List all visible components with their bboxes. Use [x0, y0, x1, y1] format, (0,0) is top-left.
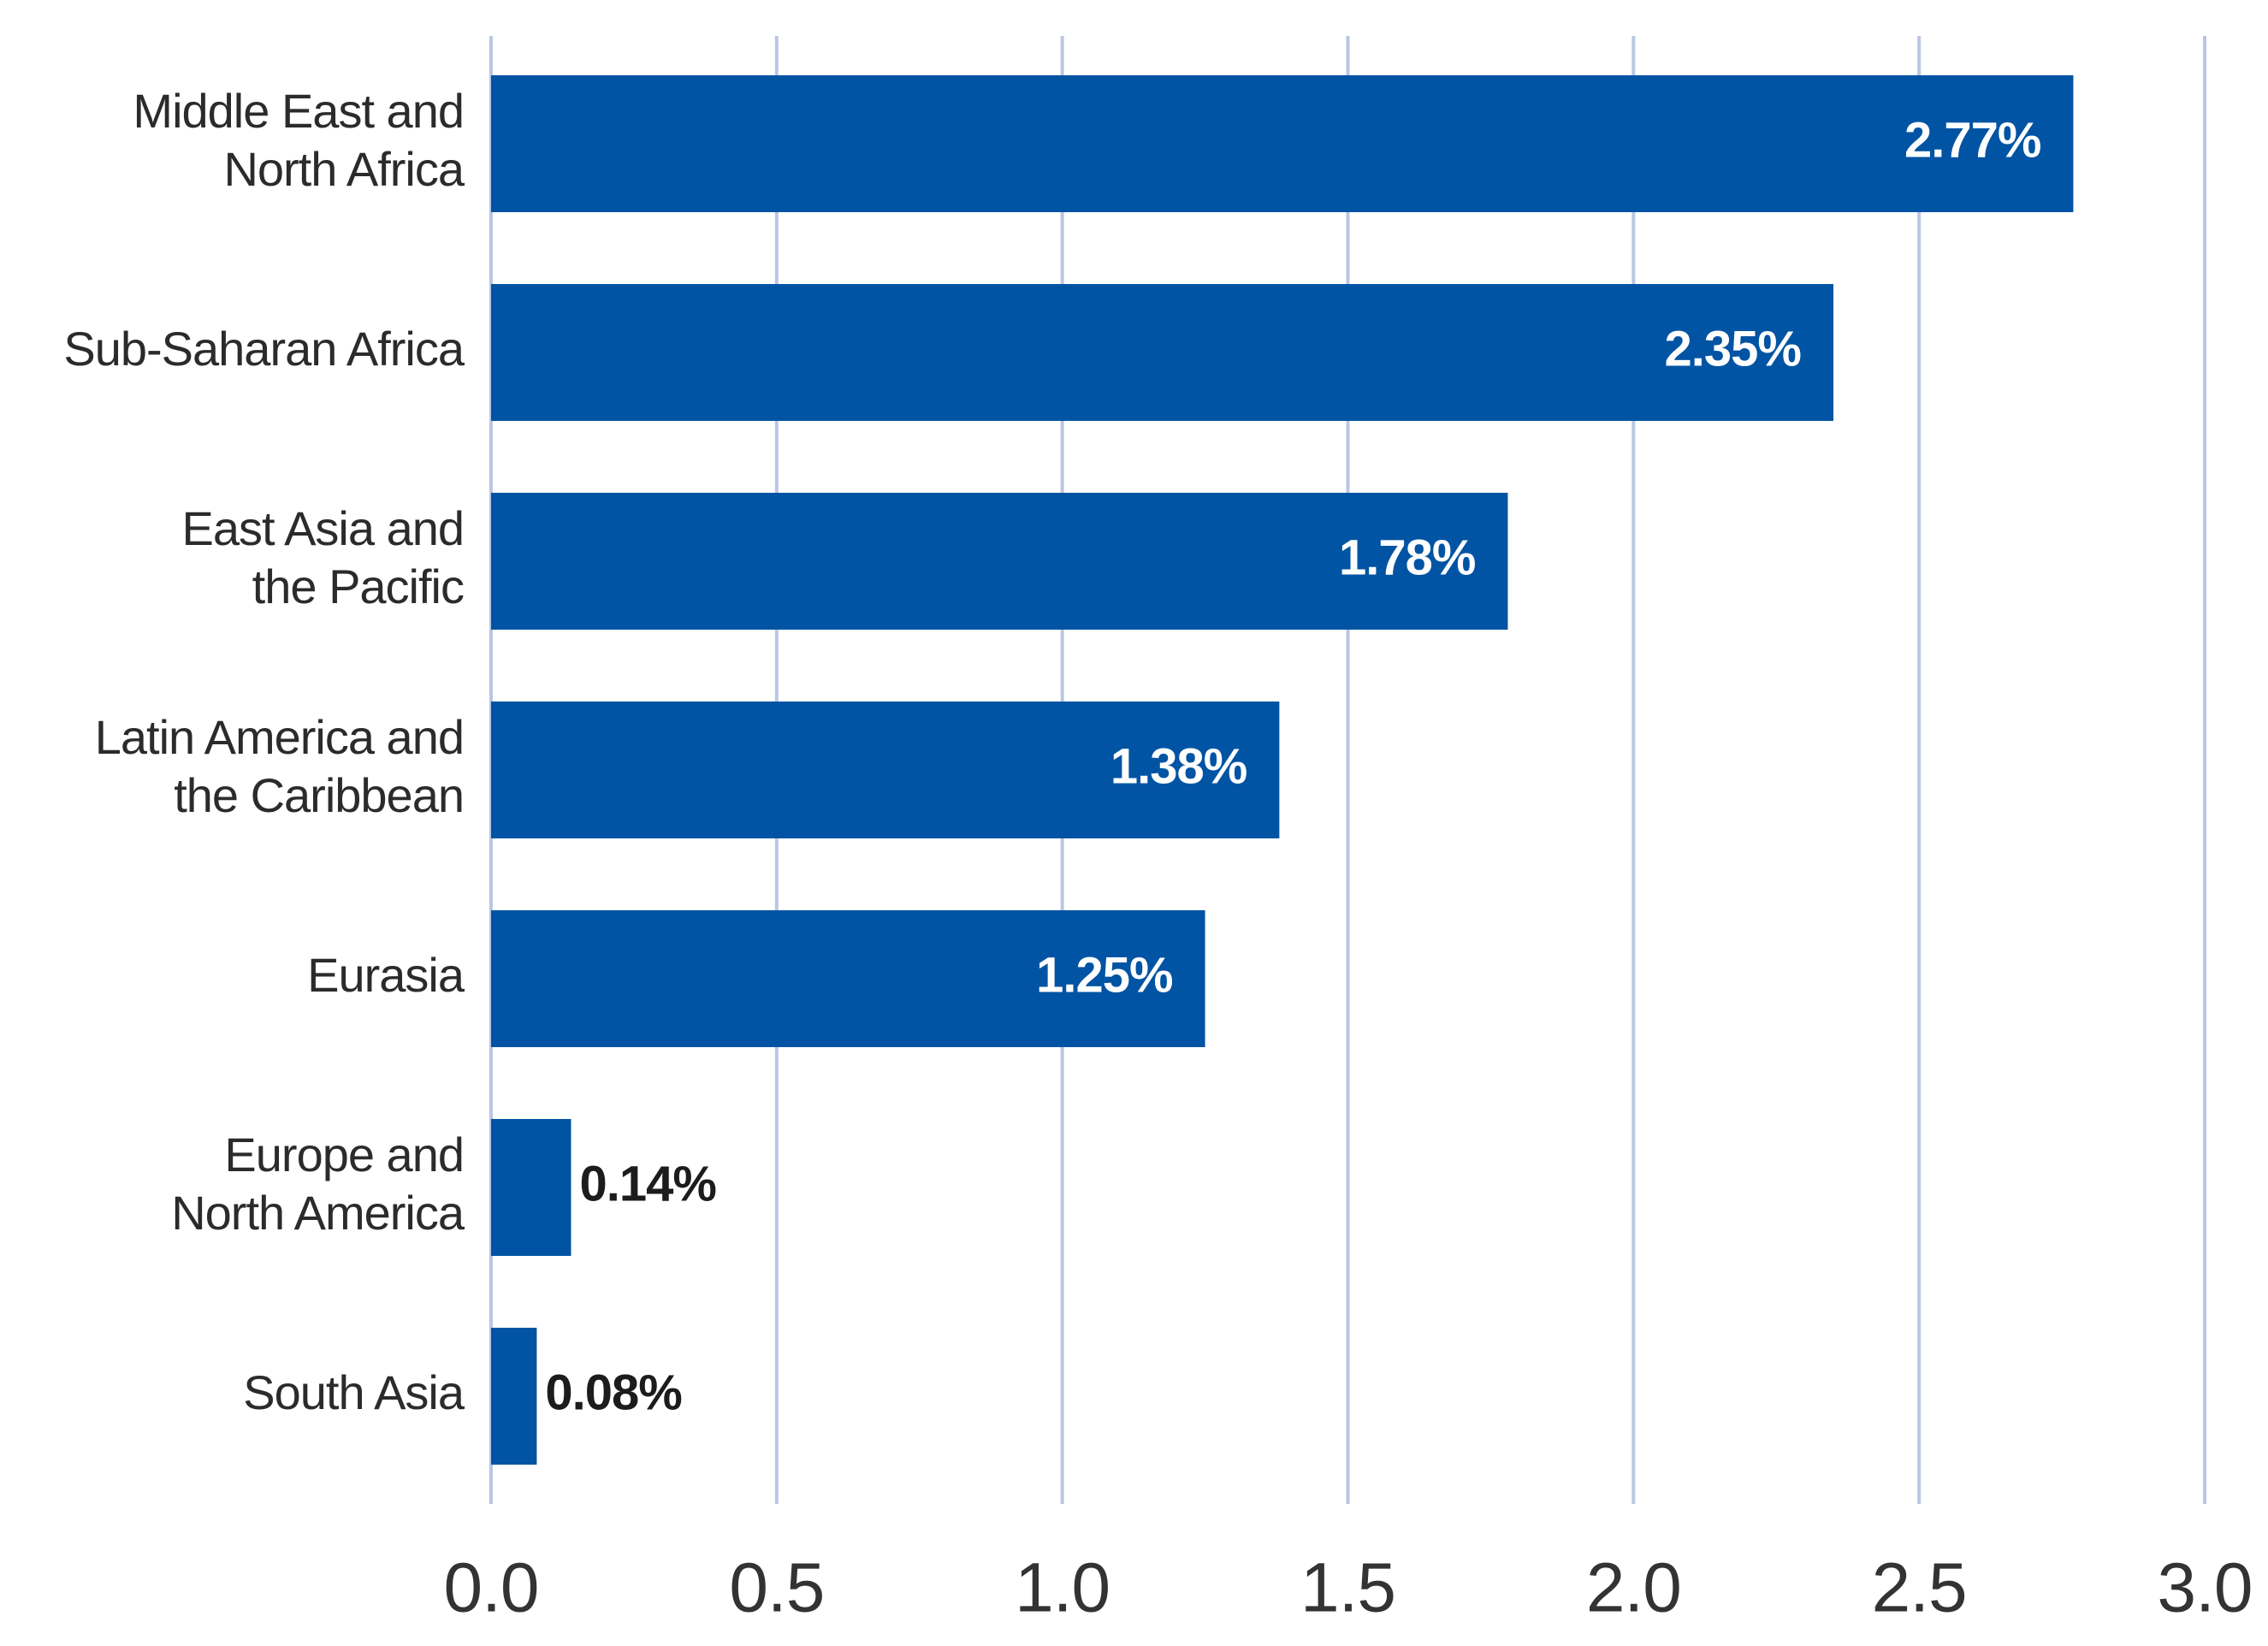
x-tick-label: 2.5 — [1872, 1549, 1967, 1627]
bar — [491, 75, 2074, 212]
x-tick-label: 3.0 — [2158, 1549, 2253, 1627]
value-label: 2.77% — [1904, 112, 2041, 168]
x-tick-label: 1.0 — [1015, 1549, 1110, 1627]
value-label: 2.35% — [1665, 321, 1802, 376]
x-tick-label: 2.0 — [1586, 1549, 1681, 1627]
value-label: 1.25% — [1036, 947, 1173, 1003]
x-tick-label: 1.5 — [1300, 1549, 1395, 1627]
value-label: 0.08% — [545, 1365, 682, 1420]
value-label: 0.14% — [579, 1156, 716, 1211]
bar — [491, 493, 1508, 630]
value-labels: 2.77% 2.35% 1.78% 1.38% 1.25% 0.14% 0.08% — [545, 112, 2041, 1420]
x-tick-label: 0.5 — [729, 1549, 824, 1627]
x-tick-label: 0.0 — [444, 1549, 539, 1627]
x-axis-tick-labels: 0.0 0.5 1.0 1.5 2.0 2.5 3.0 — [444, 1549, 2253, 1627]
category-label: Eurasia — [307, 948, 465, 1002]
bar — [491, 702, 1280, 838]
value-label: 1.78% — [1339, 530, 1476, 585]
category-label: Middle East and North Africa — [133, 84, 465, 196]
value-label: 1.38% — [1110, 738, 1247, 794]
bar — [491, 1119, 571, 1256]
bar — [491, 910, 1205, 1047]
category-label: Europe and North America — [171, 1128, 465, 1240]
category-label: Latin America and the Caribbean — [95, 710, 464, 822]
category-label: East Asia and the Pacific — [182, 501, 464, 613]
category-labels: Middle East and North Africa Sub-Saharan A… — [63, 84, 465, 1419]
category-label: South Asia — [243, 1365, 465, 1419]
bar — [491, 284, 1834, 421]
category-label: Sub-Saharan Africa — [63, 322, 465, 376]
bar — [491, 1328, 537, 1465]
bars — [491, 75, 2074, 1465]
